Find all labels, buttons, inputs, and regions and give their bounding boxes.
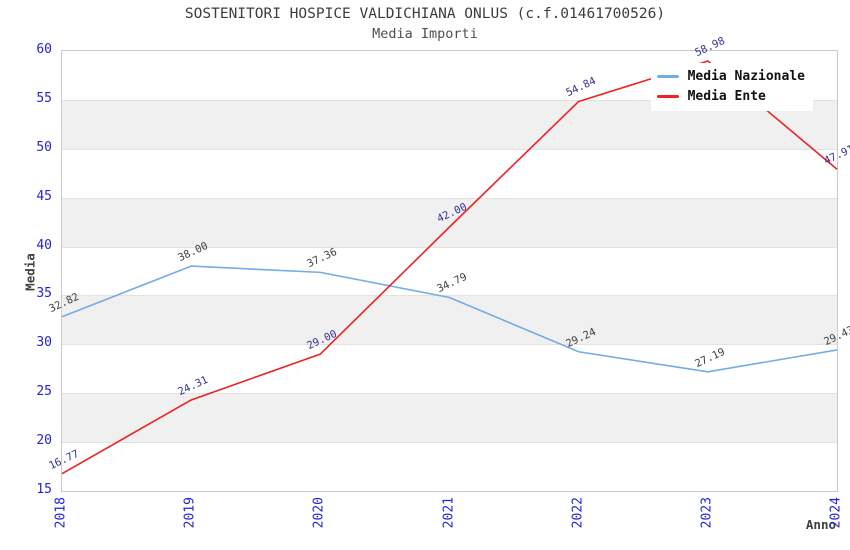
x-tick-label: 2019 xyxy=(182,497,198,529)
y-tick-label: 35 xyxy=(36,286,52,302)
series-line-media-ente xyxy=(61,60,838,475)
legend-item: Media Nazionale xyxy=(656,66,805,86)
y-tick-label: 30 xyxy=(36,335,52,351)
y-tick-label: 15 xyxy=(36,482,52,497)
gridline xyxy=(62,295,837,297)
y-tick-label: 20 xyxy=(36,433,52,449)
y-tick-label: 25 xyxy=(36,384,52,400)
legend-item: Media Ente xyxy=(656,86,805,106)
x-tick-label: 2024 xyxy=(828,497,844,529)
x-tick-label: 2020 xyxy=(311,497,327,529)
y-tick-label: 45 xyxy=(36,188,52,204)
gridline xyxy=(62,393,837,395)
plot-band xyxy=(62,295,837,345)
y-axis-title: Media xyxy=(22,253,38,291)
x-tick-label: 2023 xyxy=(699,497,715,529)
x-tick-label: 2018 xyxy=(53,497,69,529)
legend: Media Nazionale Media Ente xyxy=(650,63,813,111)
plot-band xyxy=(62,393,837,443)
series-lines xyxy=(61,60,838,475)
y-tick-label: 40 xyxy=(36,237,52,253)
legend-item-label: Media Nazionale xyxy=(687,68,805,84)
gridline xyxy=(62,99,837,101)
y-tick-label: 50 xyxy=(36,139,52,155)
chart-subtitle: Media Importi xyxy=(372,26,478,42)
x-tick-label: 2022 xyxy=(570,497,586,529)
legend-item-label: Media Ente xyxy=(687,88,766,104)
legend-line-swatch xyxy=(656,94,679,98)
y-tick-label: 60 xyxy=(36,42,52,57)
plot-area: 32.82 38.00 37.36 34.79 29.24 27.19 29.43 16.77… xyxy=(47,35,850,492)
x-tick-label: 2021 xyxy=(441,497,456,529)
gridline xyxy=(62,197,837,199)
legend-line-swatch xyxy=(656,74,679,78)
series-line-media-nazionale xyxy=(61,265,838,373)
y-tick-label: 55 xyxy=(36,90,52,106)
gridline xyxy=(62,246,837,248)
chart-title: SOSTENITORI HOSPICE VALDICHIANA ONLUS (c… xyxy=(184,6,666,22)
x-axis-title: Anno xyxy=(805,517,836,532)
gridline xyxy=(62,148,837,150)
plot-band xyxy=(62,197,837,247)
gridline xyxy=(62,344,837,346)
gridline xyxy=(62,442,837,444)
